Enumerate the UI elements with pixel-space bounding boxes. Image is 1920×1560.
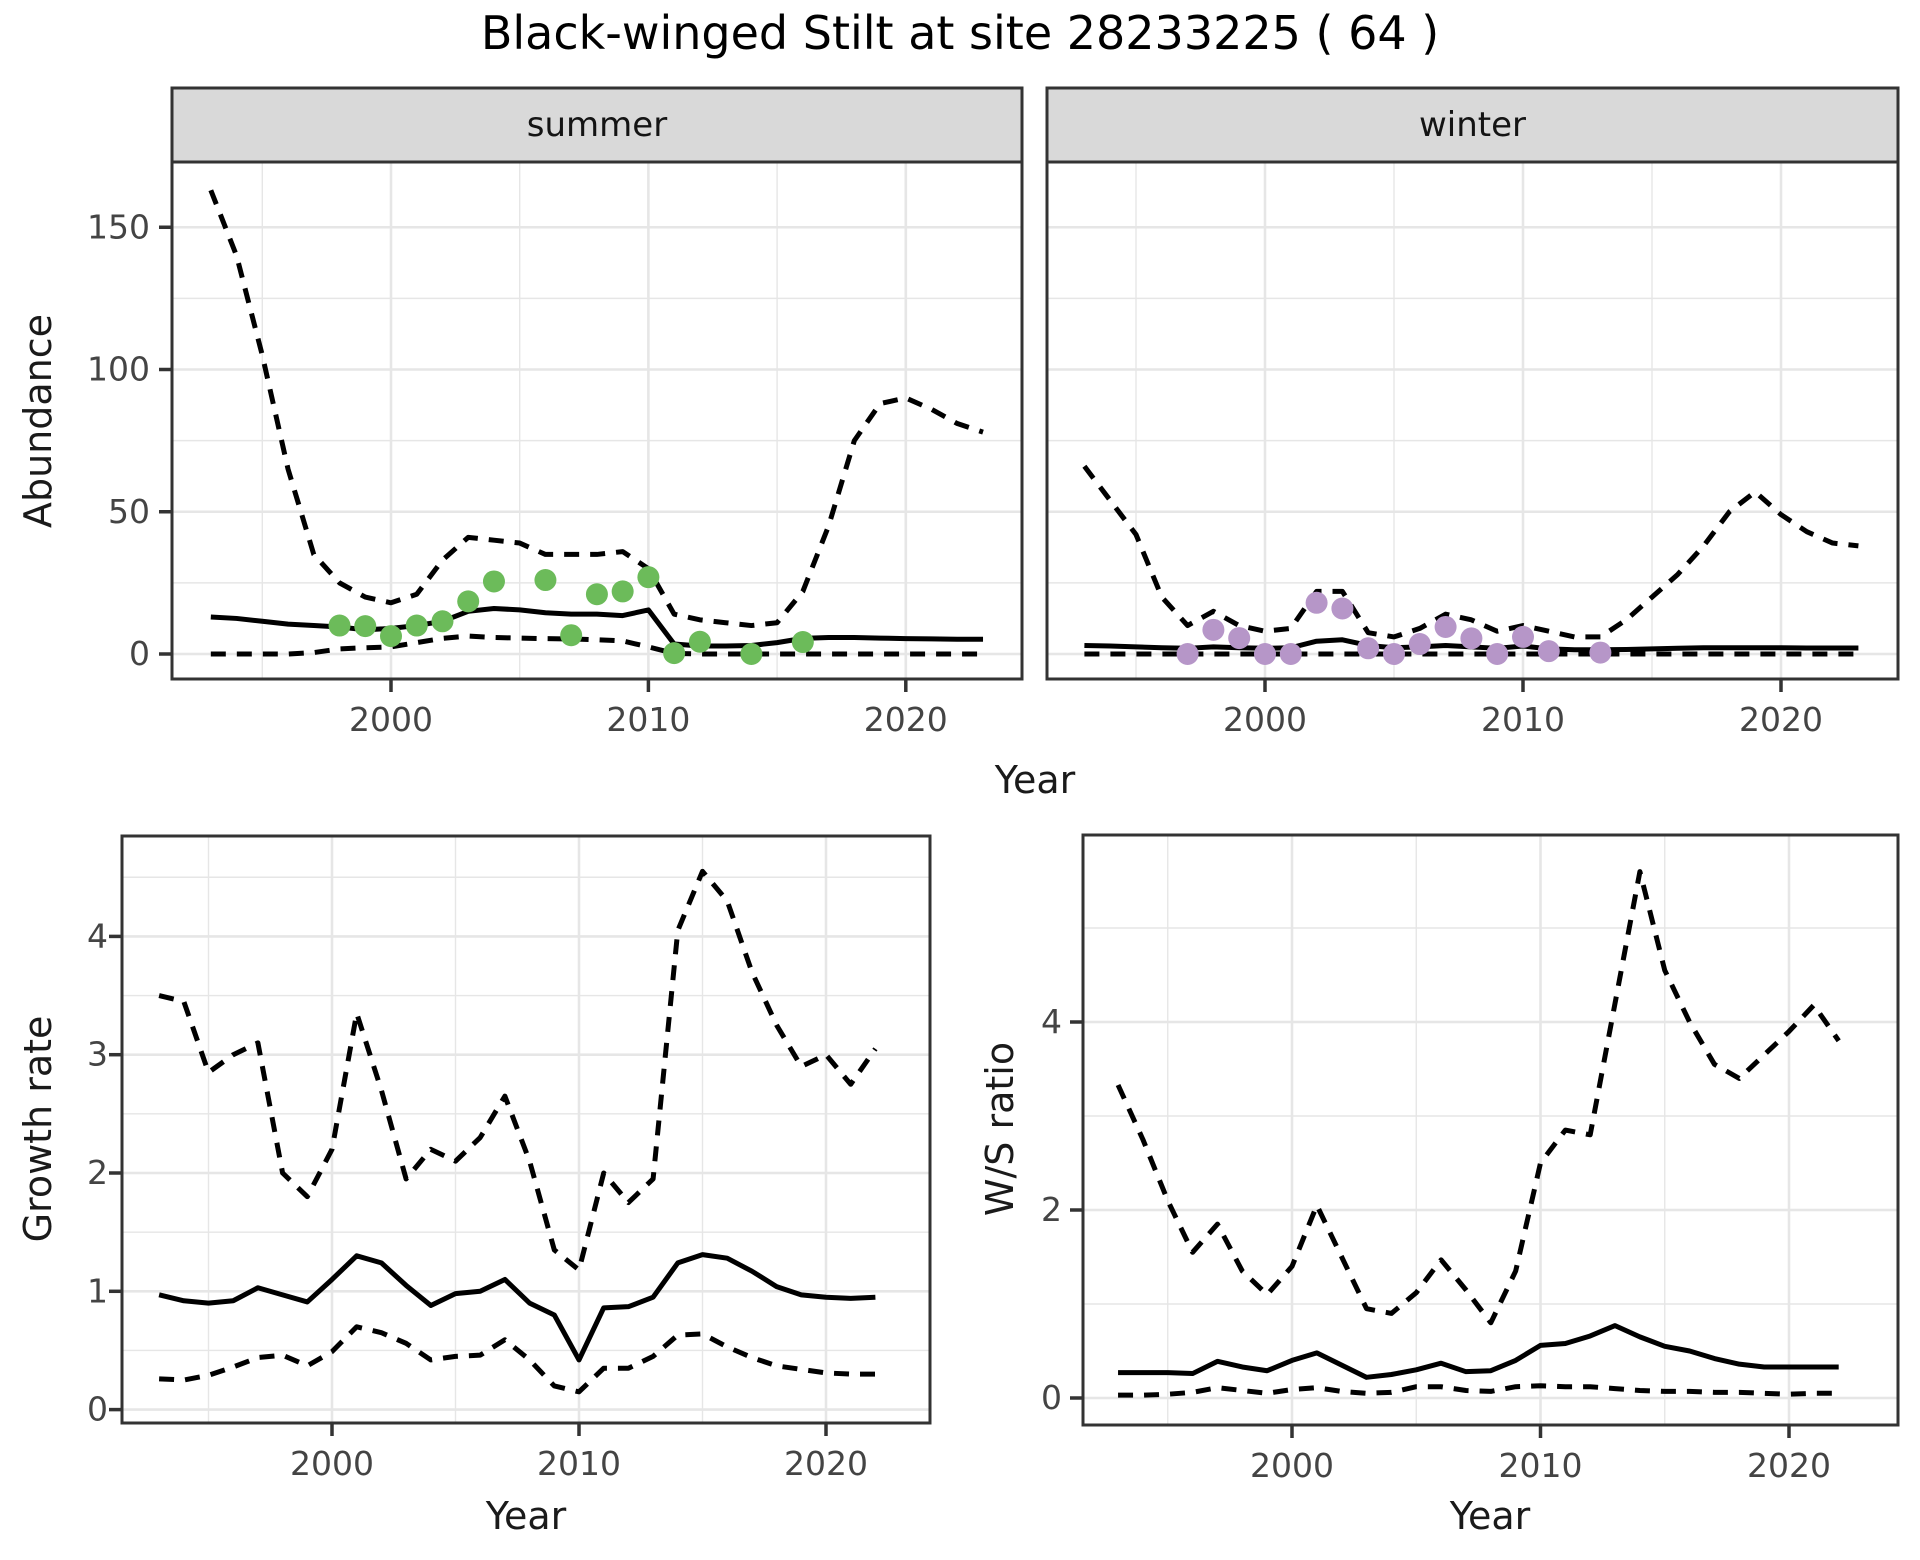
data-point [380, 625, 402, 648]
data-point [1434, 615, 1457, 638]
data-point [1228, 627, 1251, 650]
series-lower_dashed [1118, 1383, 1839, 1398]
x-tick-label: 2000 [349, 700, 433, 739]
facet-label-summer: summer [526, 105, 668, 145]
panel-border [120, 834, 932, 1425]
x-axis-title-year-ws: Year [1449, 1494, 1531, 1538]
series-upper_dashed [1082, 464, 1859, 640]
y-tick-label: 1 [87, 1271, 108, 1310]
data-point [1537, 640, 1560, 663]
data-point [1254, 643, 1276, 665]
y-tick-label: 150 [87, 207, 150, 246]
panel-border [170, 160, 1024, 681]
panel-border [1081, 833, 1900, 1427]
panel-ws-ratio: 2000 2010 2020 0 2 4 [1041, 833, 1900, 1485]
data-point [1460, 627, 1483, 650]
y-tick-label: 3 [87, 1035, 108, 1074]
data-point [740, 643, 763, 665]
axis: 2000 2010 2020 0 1 2 3 4 [87, 916, 868, 1483]
y-tick-label: 2 [1041, 1190, 1062, 1229]
axis: 2000 2010 2020 0 2 4 [1041, 1002, 1831, 1485]
data-point [791, 631, 814, 654]
panel-growth-rate: 2000 2010 2020 0 1 2 3 4 [87, 834, 932, 1483]
data-point [482, 570, 505, 593]
data-point [1486, 643, 1509, 665]
panel-winter: 2000 2010 2020 [1045, 86, 1900, 739]
series-upper_dashed [1115, 869, 1841, 1326]
series-group [1115, 869, 1841, 1398]
series-group [208, 189, 984, 665]
y-axis-title-abundance: Abundance [16, 313, 60, 529]
series-upper_dashed [158, 868, 878, 1273]
data-point [457, 590, 480, 613]
x-tick-label: 2020 [1739, 700, 1823, 739]
data-point [1331, 597, 1354, 620]
series-upper_dashed [208, 189, 984, 629]
axis: 2000 2010 2020 [1223, 679, 1823, 739]
series-median_solid [158, 1252, 876, 1363]
data-point [405, 614, 428, 637]
data-point [328, 614, 351, 637]
gridlines [1083, 835, 1898, 1425]
x-tick-label: 2010 [1499, 1446, 1583, 1485]
x-axis-title-year-growth: Year [485, 1494, 567, 1538]
data-point [637, 566, 660, 589]
data-point [1589, 641, 1612, 664]
data-point [354, 615, 377, 638]
x-tick-label: 2000 [1250, 1446, 1334, 1485]
x-axis-title-year-top: Year [994, 758, 1076, 802]
x-tick-label: 2010 [1481, 700, 1565, 739]
panel-bg [1047, 162, 1898, 679]
data-point [688, 630, 711, 653]
data-point [611, 580, 634, 603]
data-point [560, 624, 583, 647]
y-axis-title-growth-rate: Growth rate [16, 1015, 60, 1243]
series-median_solid [1118, 1323, 1839, 1380]
panel-bg [122, 836, 930, 1423]
y-tick-label: 0 [1041, 1378, 1062, 1417]
x-tick-label: 2000 [290, 1444, 374, 1483]
series-group [158, 868, 878, 1395]
data-point [1202, 618, 1225, 641]
series-lower_dashed [158, 1324, 876, 1395]
y-tick-label: 0 [87, 1390, 108, 1429]
axis: 2000 2010 2020 0 50 100 150 [87, 207, 948, 739]
gridlines [172, 162, 1022, 679]
x-tick-label: 2000 [1223, 700, 1307, 739]
figure-title: Black-winged Stilt at site 28233225 ( 64… [480, 6, 1440, 60]
data-point [1408, 633, 1431, 656]
y-tick-label: 0 [129, 634, 150, 673]
x-tick-label: 2020 [864, 700, 948, 739]
data-point [1305, 591, 1328, 614]
panel-border [1045, 160, 1900, 681]
facet-strip [170, 86, 1024, 164]
y-tick-label: 50 [108, 492, 150, 531]
y-tick-label: 4 [87, 916, 108, 955]
series-group [1082, 464, 1859, 665]
data-point [1357, 637, 1380, 660]
data-point [534, 569, 557, 592]
panel-bg [1083, 835, 1898, 1425]
y-tick-label: 100 [87, 350, 150, 389]
data-point [585, 583, 608, 606]
x-tick-label: 2020 [784, 1444, 868, 1483]
facet-strip [1045, 86, 1900, 164]
y-tick-label: 2 [87, 1153, 108, 1192]
x-tick-label: 2010 [537, 1444, 621, 1483]
data-point [663, 642, 686, 665]
panel-summer: 2000 2010 2020 0 50 100 150 [87, 86, 1024, 739]
facet-label-winter: winter [1418, 105, 1527, 145]
data-point [1383, 643, 1405, 665]
x-tick-label: 2010 [606, 700, 690, 739]
y-tick-label: 4 [1041, 1002, 1062, 1041]
data-point [1279, 643, 1302, 665]
x-tick-label: 2020 [1747, 1446, 1831, 1485]
data-point [431, 610, 454, 633]
y-axis-title-ws-ratio: W/S ratio [978, 1041, 1022, 1217]
data-point [1512, 625, 1534, 648]
data-point [1176, 643, 1199, 665]
